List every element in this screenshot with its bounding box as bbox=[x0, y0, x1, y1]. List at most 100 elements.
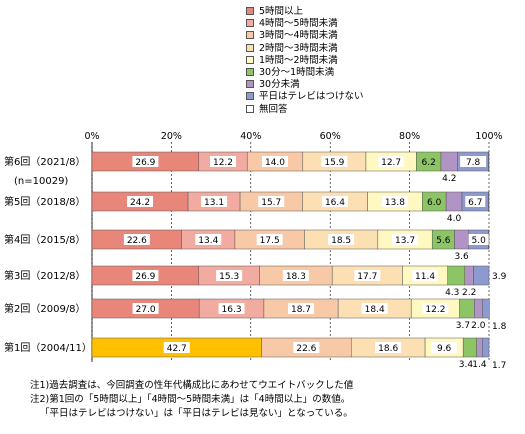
data-label: 17.7 bbox=[357, 272, 377, 282]
data-label: 26.9 bbox=[135, 272, 155, 282]
data-label-box bbox=[262, 156, 289, 167]
bar-segment bbox=[482, 298, 490, 319]
legend-label: 平日はテレビはつけない bbox=[259, 91, 364, 103]
legend-label: 5時間以上 bbox=[259, 6, 304, 17]
bar-segment bbox=[476, 337, 483, 358]
x-tick-labels: 0% 20% 40% 60% 80% 100% bbox=[84, 131, 502, 142]
note-3: 「平日はテレビはつけない」は「平日はテレビは見ない」となっている。 bbox=[40, 408, 353, 419]
data-label-box bbox=[321, 156, 348, 167]
x-tick-label: 20% bbox=[161, 131, 182, 142]
category-label: 第4回（2015/8） bbox=[4, 233, 86, 246]
data-label: 14.0 bbox=[265, 158, 285, 168]
data-label-box bbox=[354, 270, 381, 281]
data-label: 26.9 bbox=[135, 158, 155, 168]
data-label: 2.0 bbox=[471, 321, 486, 331]
data-label: 18.7 bbox=[291, 305, 311, 315]
data-label-box bbox=[460, 156, 487, 167]
bar-segment bbox=[440, 151, 458, 172]
data-label: 13.7 bbox=[395, 236, 415, 246]
data-label: 42.7 bbox=[167, 344, 187, 354]
data-label: 4.2 bbox=[442, 174, 456, 184]
bar-segment bbox=[462, 337, 477, 358]
bar-segment bbox=[474, 298, 483, 319]
category-label: 第5回（2018/8） bbox=[4, 195, 86, 208]
legend-label: 4時間～5時間未満 bbox=[259, 18, 338, 30]
note-2: 注2)第1回の「5時間以上」「4時間～5時間未満」は「4時間以上」の数値。 bbox=[30, 394, 351, 405]
data-label: 5.0 bbox=[472, 236, 487, 246]
category-label: 第6回（2021/8） bbox=[4, 155, 86, 168]
data-label-box bbox=[163, 342, 190, 353]
data-label-box bbox=[378, 156, 405, 167]
legend-label: 2時間～3時間未満 bbox=[259, 42, 338, 54]
data-label-box bbox=[258, 196, 285, 207]
data-label: 18.5 bbox=[331, 236, 351, 246]
data-label: 4.3 bbox=[445, 288, 459, 298]
data-label-box bbox=[132, 156, 159, 167]
data-label-box bbox=[381, 196, 408, 207]
data-label-box bbox=[288, 303, 315, 314]
data-label-box bbox=[412, 270, 439, 281]
data-label: 11.4 bbox=[415, 272, 435, 282]
data-label-box bbox=[468, 234, 489, 245]
data-label: 15.3 bbox=[219, 272, 239, 282]
bar-segment bbox=[464, 265, 474, 286]
data-label: 13.4 bbox=[198, 236, 218, 246]
bars bbox=[91, 151, 490, 358]
data-label: 1.4 bbox=[472, 360, 487, 370]
category-label: 第2回（2009/8） bbox=[4, 302, 86, 315]
data-label: 13.8 bbox=[385, 198, 405, 208]
data-label: 24.2 bbox=[130, 198, 150, 208]
data-label-box bbox=[328, 234, 355, 245]
legend-label: 30分～1時間未満 bbox=[259, 67, 335, 78]
bar-segment bbox=[459, 298, 475, 319]
x-tick-label: 60% bbox=[320, 131, 341, 142]
data-label-box bbox=[132, 270, 159, 281]
x-tick-label: 80% bbox=[399, 131, 420, 142]
data-label: 6.0 bbox=[427, 198, 442, 208]
legend-swatch bbox=[246, 80, 254, 89]
data-label: 5.6 bbox=[436, 236, 451, 246]
data-label: 22.6 bbox=[127, 236, 147, 246]
data-label: 15.7 bbox=[261, 198, 281, 208]
data-label: 16.4 bbox=[325, 198, 345, 208]
data-label: 1.8 bbox=[492, 322, 507, 332]
data-label: 17.5 bbox=[260, 236, 280, 246]
legend-swatch bbox=[246, 19, 254, 28]
legend-swatch bbox=[246, 104, 254, 113]
data-label-box bbox=[123, 234, 150, 245]
legend-label: 30分未満 bbox=[259, 79, 300, 91]
data-label: 9.6 bbox=[437, 344, 452, 354]
data-label-box bbox=[431, 342, 458, 353]
data-label-box bbox=[127, 196, 154, 207]
data-label: 18.3 bbox=[286, 272, 306, 282]
legend-label: 無回答 bbox=[259, 103, 288, 115]
data-label: 4.0 bbox=[447, 214, 462, 224]
data-label: 3.6 bbox=[454, 252, 469, 262]
legend-swatch bbox=[246, 43, 254, 52]
data-label: 3.9 bbox=[492, 272, 507, 282]
data-label-box bbox=[256, 234, 283, 245]
data-label-box bbox=[282, 270, 309, 281]
legend-swatch bbox=[246, 31, 254, 40]
category-labels: 第6回（2021/8） (n=10029) 第5回（2018/8） 第4回（2015/… bbox=[4, 155, 92, 354]
legend-label: 1時間～2時間未満 bbox=[259, 54, 338, 66]
category-label: 第3回（2012/8） bbox=[4, 269, 86, 282]
data-label: 22.6 bbox=[296, 344, 316, 354]
x-tick-label: 100% bbox=[475, 131, 502, 142]
x-tick-label: 40% bbox=[240, 131, 261, 142]
bar-segment bbox=[454, 229, 470, 250]
data-labels: 26.9 12.2 14.0 15.9 12.7 6.2 4.2 7.8 24.2 13.1 15.… bbox=[123, 156, 507, 371]
data-label-box bbox=[216, 270, 243, 281]
data-label: 15.9 bbox=[324, 158, 344, 168]
data-label-box bbox=[218, 303, 245, 314]
data-label-box bbox=[422, 303, 449, 314]
legend-swatch bbox=[246, 68, 254, 76]
category-label: 第1回（2004/11） bbox=[4, 341, 92, 354]
data-label: 12.2 bbox=[213, 158, 233, 168]
data-label: 2.2 bbox=[462, 288, 476, 298]
grid-lines bbox=[91, 142, 490, 362]
data-label-box bbox=[195, 234, 222, 245]
category-sublabel: (n=10029) bbox=[14, 176, 68, 187]
data-label: 1.7 bbox=[492, 361, 506, 371]
